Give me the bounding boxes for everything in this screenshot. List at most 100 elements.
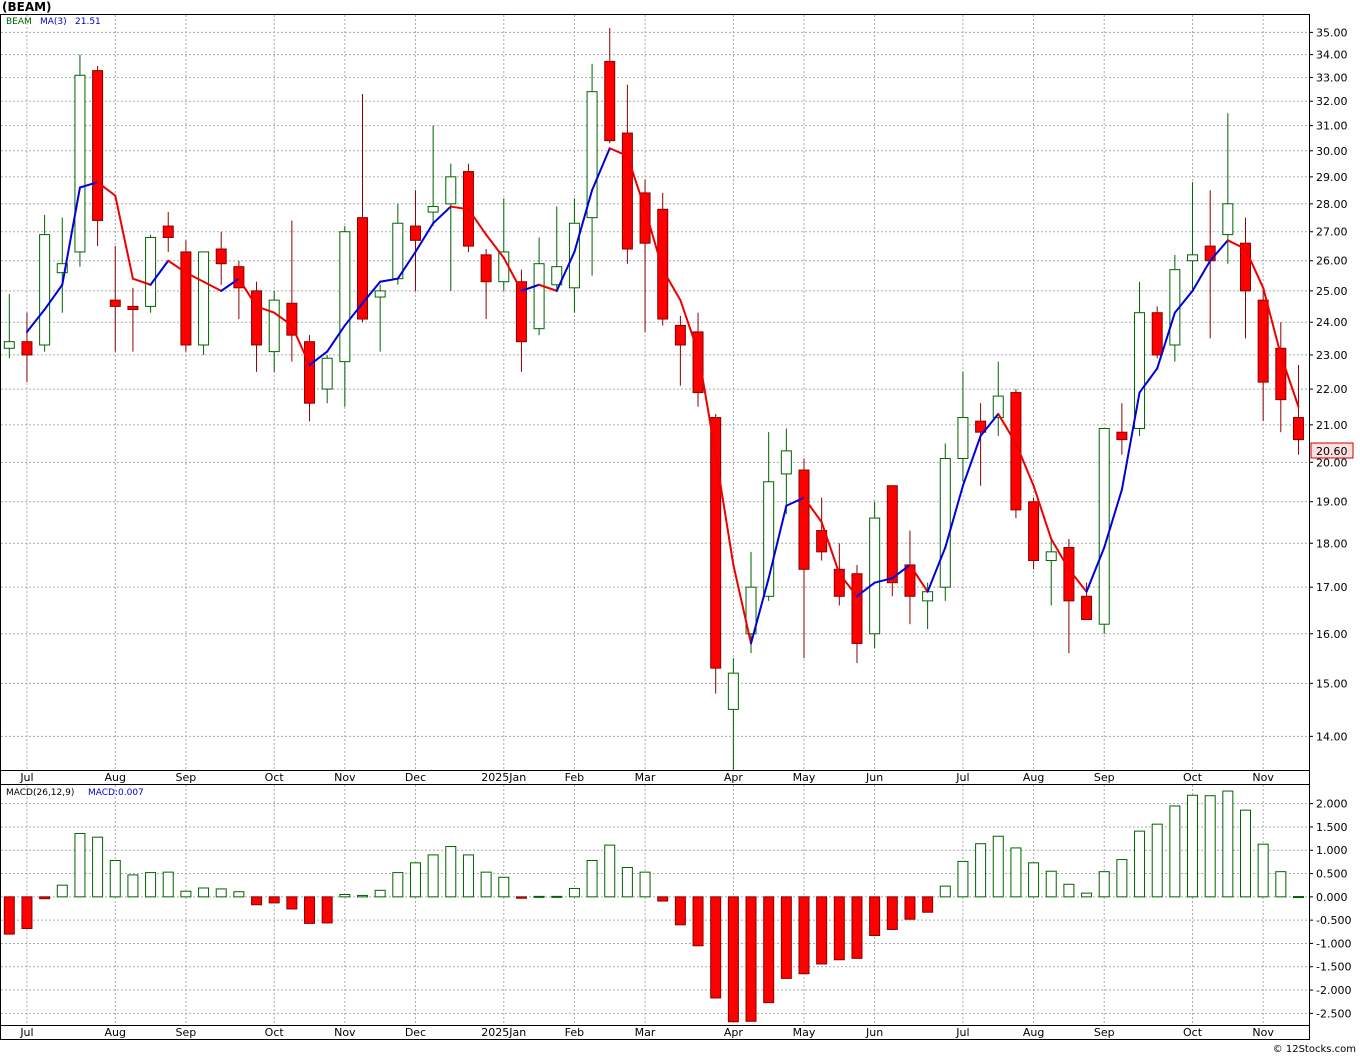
ma-segment bbox=[149, 259, 170, 286]
candle-body bbox=[604, 60, 616, 142]
macd-bar bbox=[1169, 805, 1181, 898]
candle bbox=[798, 458, 810, 659]
macd-bar bbox=[1222, 790, 1234, 898]
candle bbox=[727, 658, 739, 770]
candle bbox=[604, 27, 616, 144]
macd-bars bbox=[3, 790, 1304, 1023]
candle-body bbox=[1010, 392, 1022, 511]
candle-body bbox=[251, 290, 263, 346]
candle-body bbox=[1222, 203, 1234, 236]
macd-bar bbox=[480, 871, 492, 898]
date-label: 2025Jan bbox=[481, 771, 526, 784]
ma-segment bbox=[485, 233, 505, 259]
date-label: Apr bbox=[724, 1026, 744, 1039]
candle bbox=[586, 63, 598, 276]
candle-body bbox=[56, 263, 68, 274]
ma-segment bbox=[131, 277, 152, 286]
macd-bar bbox=[445, 846, 457, 898]
candle-body bbox=[392, 222, 404, 280]
candle bbox=[816, 497, 828, 561]
legend-ma-label: MA(3) bbox=[40, 17, 67, 27]
price-tick-label: 24.00 bbox=[1316, 316, 1348, 329]
ma-segment bbox=[167, 259, 187, 274]
candle bbox=[233, 260, 245, 320]
macd-bar bbox=[745, 896, 757, 1022]
ma-segment bbox=[661, 268, 682, 302]
candle bbox=[957, 371, 969, 482]
candle bbox=[1028, 497, 1040, 570]
ma-segment bbox=[591, 147, 611, 192]
candle bbox=[515, 269, 527, 372]
ma-segment bbox=[714, 453, 735, 566]
candle bbox=[109, 246, 121, 352]
candle-body bbox=[886, 485, 898, 584]
candle-body bbox=[427, 206, 439, 213]
candle bbox=[692, 312, 704, 407]
macd-bar bbox=[657, 896, 669, 902]
price-tick-label: 31.00 bbox=[1316, 120, 1348, 133]
macd-tick-label: 0.500 bbox=[1316, 868, 1348, 881]
candle-body bbox=[233, 266, 245, 289]
last-price-badge bbox=[1310, 442, 1354, 459]
macd-bar bbox=[74, 832, 86, 898]
candle bbox=[1116, 403, 1128, 455]
candle bbox=[780, 428, 792, 514]
date-axis-upper-labels: Jul Aug Sep Oct Nov Dec 2025Jan Feb Mar Apr May Jun… bbox=[19, 771, 1274, 784]
macd-tick-label: 0.000 bbox=[1316, 891, 1348, 904]
legend-ma-value: 21.51 bbox=[75, 17, 101, 27]
date-label: Jul bbox=[19, 771, 33, 784]
macd-bar bbox=[851, 896, 863, 959]
candle-body bbox=[109, 299, 121, 307]
macd-bar bbox=[727, 896, 739, 1023]
date-label: 2025Jan bbox=[481, 1026, 526, 1039]
candle-body bbox=[798, 469, 810, 570]
ma-segment bbox=[608, 147, 629, 157]
date-label: Aug bbox=[105, 1026, 126, 1039]
macd-bar bbox=[92, 836, 104, 898]
candle-body bbox=[286, 302, 298, 336]
candle-body bbox=[780, 450, 792, 475]
candle-body bbox=[763, 481, 775, 597]
macd-bar bbox=[1010, 847, 1022, 898]
macd-tick-label: 1.000 bbox=[1316, 844, 1348, 857]
date-label: Sep bbox=[1094, 771, 1115, 784]
candle-body bbox=[1275, 347, 1287, 401]
date-label: Mar bbox=[635, 771, 656, 784]
candle-body bbox=[1081, 595, 1093, 620]
candle-body bbox=[480, 254, 492, 283]
ma-segment bbox=[432, 205, 452, 225]
price-tick-label: 20.00 bbox=[1316, 456, 1348, 469]
ma-segment bbox=[379, 277, 399, 283]
date-label: Aug bbox=[1023, 1026, 1044, 1039]
candle bbox=[480, 249, 492, 320]
macd-bar bbox=[233, 891, 245, 898]
candle-body bbox=[409, 225, 421, 241]
macd-bar bbox=[339, 894, 351, 898]
ma-segment bbox=[1050, 538, 1070, 571]
macd-y-axis: 2.000 1.500 1.000 0.500 0.000 -0.500 -1.000 -1.… bbox=[1309, 798, 1351, 1020]
macd-legend-value: MACD:0.007 bbox=[88, 788, 144, 798]
ma-segment bbox=[979, 412, 1000, 437]
ma-segment bbox=[25, 308, 46, 333]
macd-bar bbox=[1045, 870, 1057, 898]
macd-bar bbox=[127, 874, 139, 898]
price-tick-label: 14.00 bbox=[1316, 730, 1348, 743]
candle bbox=[21, 312, 33, 383]
ma-segment bbox=[1032, 484, 1053, 541]
ma-segment bbox=[1173, 289, 1194, 314]
macd-bar bbox=[869, 896, 881, 937]
ma-segment bbox=[467, 208, 488, 236]
candle bbox=[1134, 281, 1146, 436]
candle-body bbox=[21, 341, 33, 356]
macd-bar bbox=[780, 896, 792, 979]
candle-body bbox=[162, 225, 174, 238]
ma-segment bbox=[43, 283, 64, 311]
macd-tick-label: 1.500 bbox=[1316, 821, 1348, 834]
ma-segment bbox=[1156, 311, 1176, 370]
candle bbox=[674, 315, 686, 386]
macd-bar bbox=[162, 871, 174, 898]
macd-bar bbox=[1187, 794, 1199, 898]
candle-body bbox=[1045, 551, 1057, 562]
candle-body bbox=[39, 234, 51, 346]
chart-title: (BEAM) bbox=[2, 0, 52, 14]
